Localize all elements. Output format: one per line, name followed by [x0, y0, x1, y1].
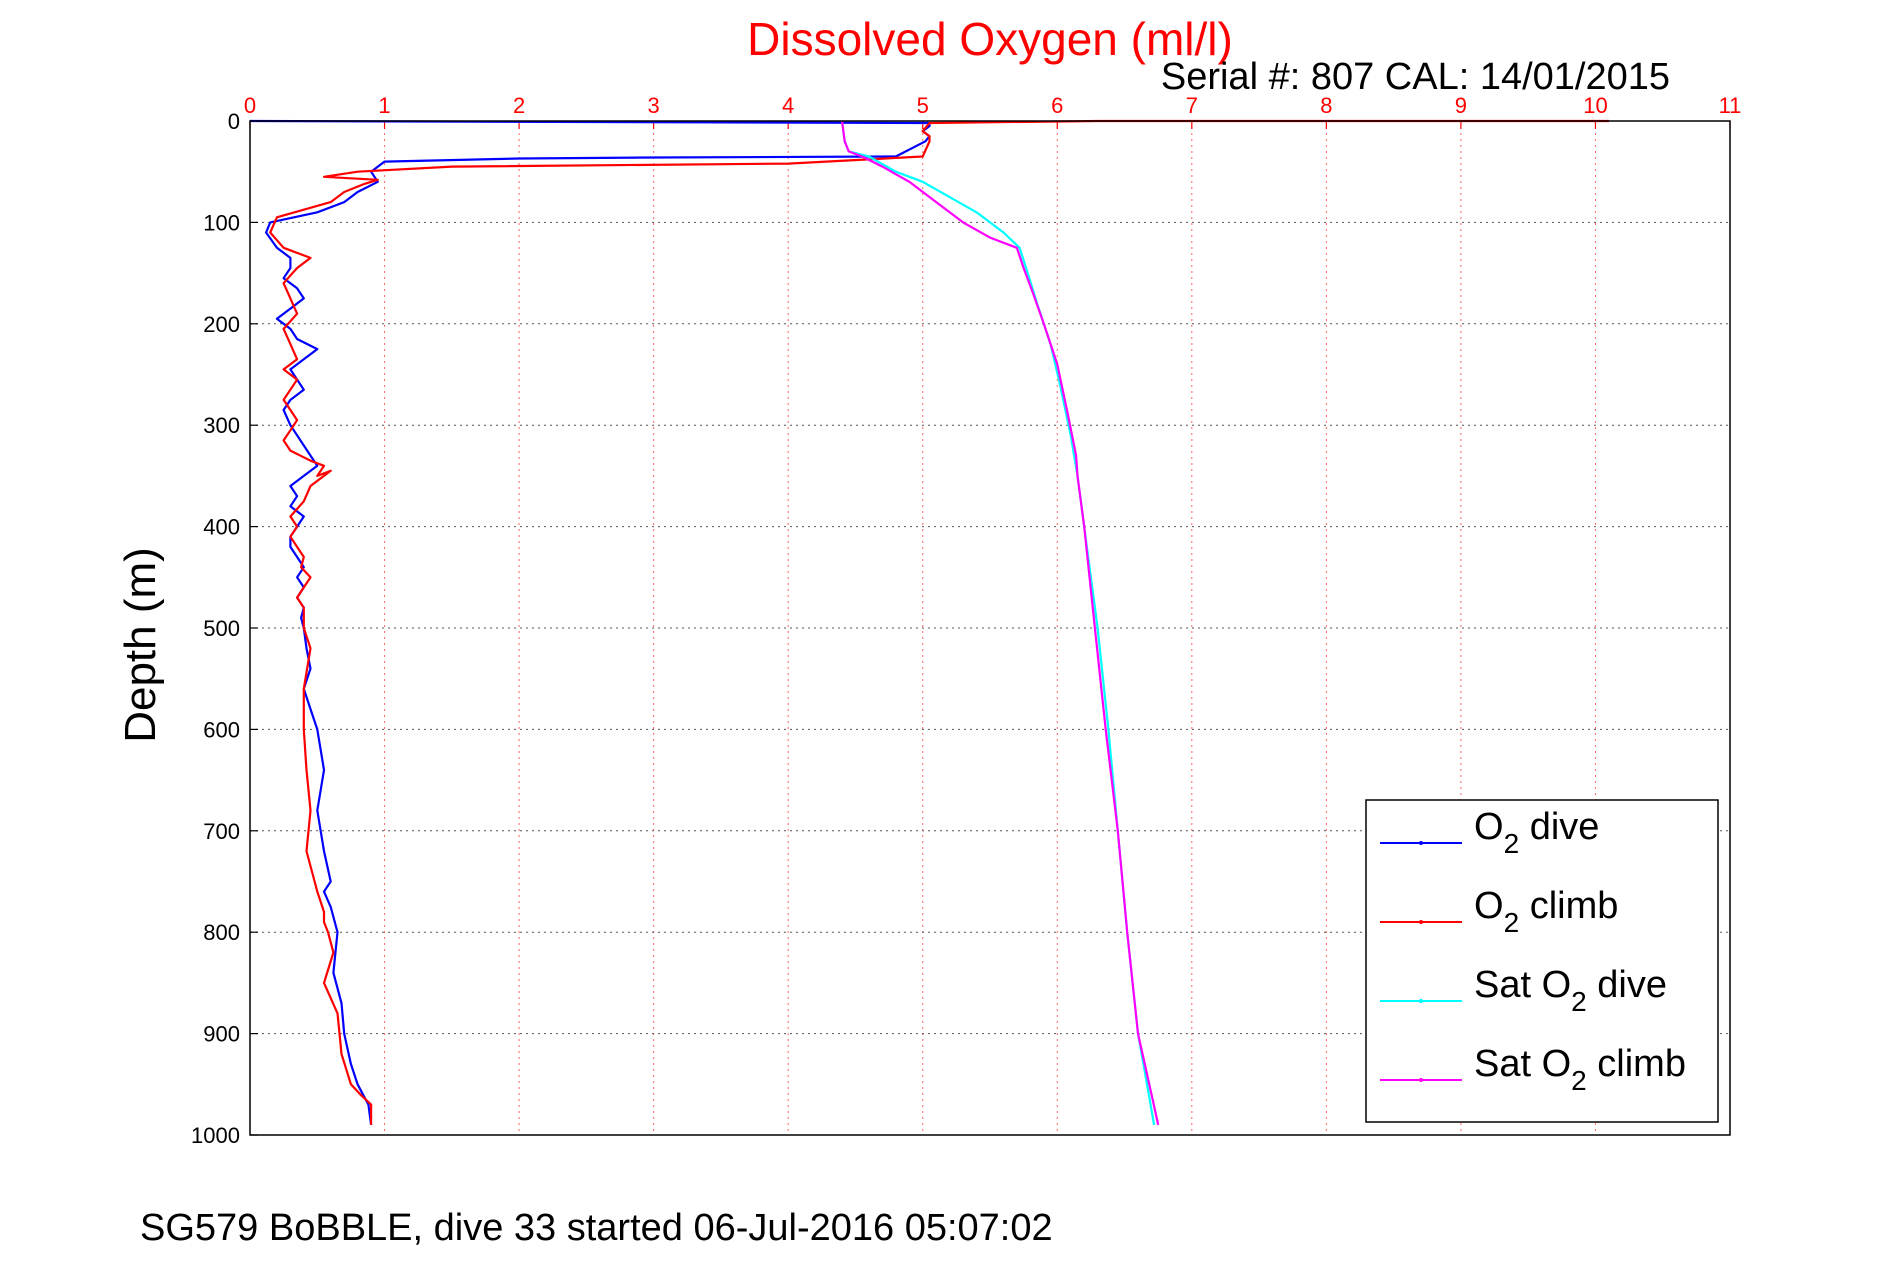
y-axis-ticks: 0 100 200 300 400 500 600 700 800 900 1000 [191, 109, 258, 1148]
legend-label: Sat O2 dive [1474, 964, 1667, 1017]
x-tick-label: 9 [1455, 93, 1467, 118]
x-tick-label: 11 [1719, 93, 1742, 118]
x-tick-label: 5 [917, 93, 929, 118]
y-tick-label: 800 [203, 920, 240, 945]
y-tick-label: 300 [203, 413, 240, 438]
x-tick-label: 8 [1320, 93, 1332, 118]
legend-label-subscript: 2 [1571, 986, 1587, 1017]
chart-title: Dissolved Oxygen (ml/l) [747, 13, 1233, 65]
x-tick-label: 10 [1583, 93, 1607, 118]
series-line-3 [840, 120, 1160, 1126]
y-tick-label: 100 [203, 210, 240, 235]
y-tick-label: 500 [203, 616, 240, 641]
y-tick-label: 900 [203, 1022, 240, 1047]
legend-label-main: Sat O [1474, 964, 1571, 1006]
legend-label-rest: dive [1519, 806, 1599, 848]
y-tick-label: 0 [228, 109, 240, 134]
legend-box [1365, 799, 1719, 1123]
legend-label-rest: dive [1587, 964, 1667, 1006]
grid-lines [250, 121, 1730, 1135]
x-axis-ticks: 0 1 2 3 4 5 6 7 8 9 10 11 [244, 93, 1742, 129]
x-tick-label: 7 [1186, 93, 1198, 118]
legend-label: Sat O2 climb [1474, 1043, 1686, 1096]
x-tick-label: 4 [782, 93, 794, 118]
legend-marker [1419, 841, 1423, 845]
x-tick-label: 1 [378, 93, 390, 118]
x-tick-label: 2 [513, 93, 525, 118]
x-tick-label: 3 [648, 93, 660, 118]
y-tick-label: 1000 [191, 1123, 240, 1148]
legend-label: O2 dive [1474, 806, 1599, 859]
legend-label-main: O [1474, 885, 1504, 927]
x-tick-label: 0 [244, 93, 256, 118]
y-tick-label: 700 [203, 819, 240, 844]
legend-label-rest: climb [1587, 1043, 1686, 1085]
y-tick-label: 400 [203, 515, 240, 540]
plot-frame [249, 120, 1731, 1136]
legend-label-rest: climb [1519, 885, 1618, 927]
chart-subtitle: Serial #: 807 CAL: 14/01/2015 [1161, 56, 1670, 98]
legend-label: O2 climb [1474, 885, 1618, 938]
x-tick-label: 6 [1051, 93, 1063, 118]
legend-label-main: Sat O [1474, 1043, 1571, 1085]
legend-label-subscript: 2 [1504, 907, 1520, 938]
legend-marker [1419, 920, 1423, 924]
legend-label-subscript: 2 [1504, 828, 1520, 859]
y-tick-label: 200 [203, 312, 240, 337]
legend-label-subscript: 2 [1571, 1065, 1587, 1096]
y-tick-label: 600 [203, 717, 240, 742]
series-line-0 [249, 119, 931, 1126]
series-line-1 [269, 119, 1609, 1125]
series-lines [249, 119, 1609, 1126]
legend-label-main: O [1474, 806, 1504, 848]
legend-marker [1419, 1078, 1423, 1082]
legend-marker [1419, 999, 1423, 1003]
series-line-2 [840, 120, 1156, 1126]
footer-caption: SG579 BoBBLE, dive 33 started 06-Jul-201… [140, 1207, 1053, 1249]
y-axis-label: Depth (m) [116, 547, 165, 743]
